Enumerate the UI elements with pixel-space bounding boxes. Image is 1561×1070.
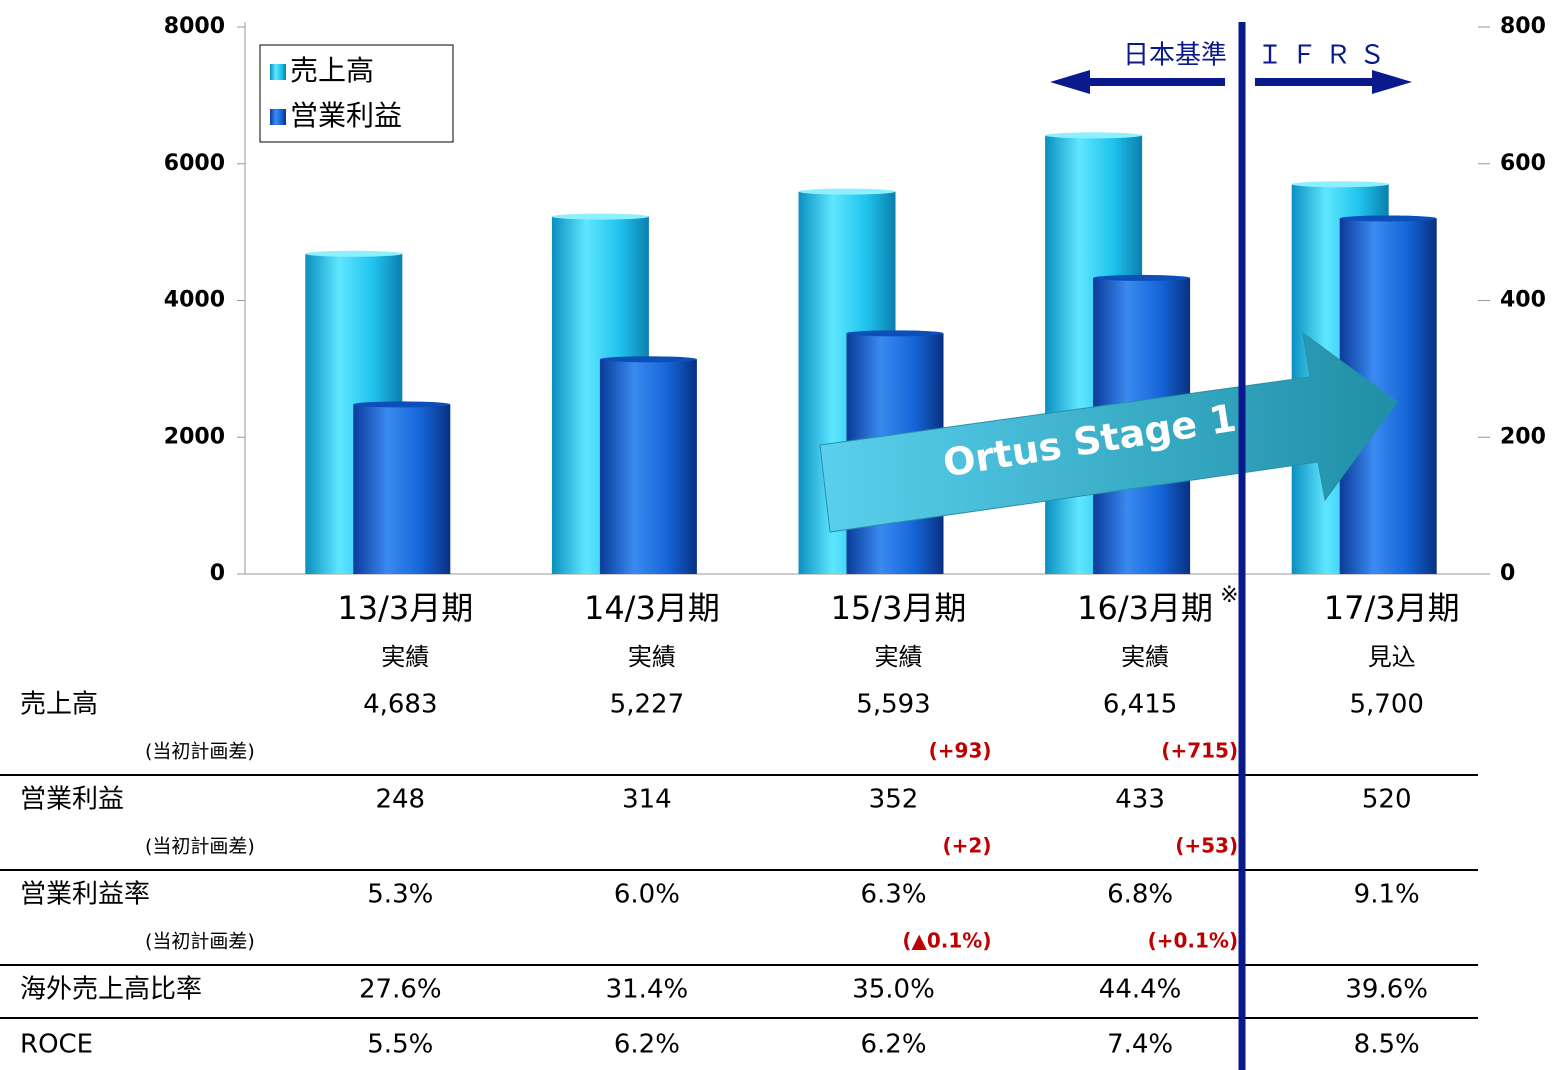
table-cell: 248 bbox=[375, 785, 425, 815]
table-cell: 6,415 bbox=[1103, 690, 1177, 720]
x-tick-label: 14/3月期 bbox=[584, 589, 720, 627]
table-diff: (+93) bbox=[929, 739, 992, 763]
table-cell: 7.4% bbox=[1107, 1030, 1173, 1060]
bar-top bbox=[1340, 215, 1437, 221]
table-cell: 5,227 bbox=[610, 690, 684, 720]
bar bbox=[600, 359, 697, 574]
table-diff: (+0.1%) bbox=[1148, 929, 1239, 953]
table-cell: 9.1% bbox=[1354, 880, 1420, 910]
bar-top bbox=[305, 251, 402, 257]
x-tick-sublabel: 実績 bbox=[381, 643, 429, 671]
y2-tick-label: 200 bbox=[1500, 424, 1546, 449]
y-tick-label: 0 bbox=[210, 561, 225, 586]
x-tick-sublabel: 実績 bbox=[875, 643, 923, 671]
annotation: 日本基準 bbox=[1123, 41, 1227, 71]
bar-top bbox=[600, 356, 697, 362]
legend-label: 売上高 bbox=[290, 54, 374, 87]
annotation: ＩＦＲＳ bbox=[1257, 41, 1393, 71]
chart: Ortus Stage 1 日本基準 ＩＦＲＳ 0200040006000800… bbox=[0, 0, 1561, 1070]
row-label: 売上高 bbox=[20, 690, 98, 720]
table-cell: 44.4% bbox=[1099, 975, 1182, 1005]
bar-top bbox=[847, 330, 944, 336]
table-cell: 35.0% bbox=[852, 975, 935, 1005]
table-cell: 6.8% bbox=[1107, 880, 1173, 910]
table-cell: 6.2% bbox=[614, 1030, 680, 1060]
table-cell: 8.5% bbox=[1354, 1030, 1420, 1060]
table-diff: (+2) bbox=[943, 834, 992, 858]
y-tick-label: 6000 bbox=[164, 151, 225, 176]
x-tick-sublabel: 見込 bbox=[1368, 643, 1416, 671]
y2-tick-label: 400 bbox=[1500, 288, 1546, 313]
row-label: 営業利益 bbox=[20, 785, 124, 815]
legend-swatch bbox=[270, 109, 286, 125]
table-cell: 5,593 bbox=[856, 690, 930, 720]
bar-top bbox=[1292, 181, 1389, 187]
arrow-right bbox=[1255, 70, 1412, 94]
table-cell: 352 bbox=[869, 785, 919, 815]
x-tick-label: 13/3月期 bbox=[337, 589, 473, 627]
y-tick-label: 4000 bbox=[164, 288, 225, 313]
y-tick-label: 2000 bbox=[164, 424, 225, 449]
y2-tick-label: 800 bbox=[1500, 14, 1546, 39]
row-sublabel: (当初計画差) bbox=[145, 741, 255, 763]
table-cell: 27.6% bbox=[359, 975, 442, 1005]
x-tick-sublabel: 実績 bbox=[1121, 643, 1169, 671]
table-cell: 6.3% bbox=[860, 880, 926, 910]
bar-top bbox=[799, 189, 896, 195]
table-cell: 4,683 bbox=[363, 690, 437, 720]
table-diff: (+53) bbox=[1175, 834, 1238, 858]
bar-top bbox=[1045, 132, 1142, 138]
arrow-left bbox=[1050, 70, 1225, 94]
legend-label: 営業利益 bbox=[290, 99, 402, 132]
row-label: 営業利益率 bbox=[20, 880, 150, 910]
y2-tick-label: 0 bbox=[1500, 561, 1515, 586]
x-tick-label: 15/3月期 bbox=[831, 589, 967, 627]
bar-top bbox=[552, 214, 649, 220]
table-cell: 6.0% bbox=[614, 880, 680, 910]
table-cell: 5.5% bbox=[367, 1030, 433, 1060]
bar-top bbox=[353, 401, 450, 407]
row-sublabel: (当初計画差) bbox=[145, 836, 255, 858]
row-label: ROCE bbox=[20, 1030, 93, 1060]
table-diff: (+715) bbox=[1161, 739, 1238, 763]
page: Ortus Stage 1 日本基準 ＩＦＲＳ 0200040006000800… bbox=[0, 0, 1561, 1070]
table-cell: 433 bbox=[1115, 785, 1165, 815]
x-tick-note: ※ bbox=[1220, 583, 1238, 608]
table-cell: 5.3% bbox=[367, 880, 433, 910]
bar bbox=[353, 404, 450, 574]
row-label: 海外売上高比率 bbox=[20, 975, 202, 1005]
x-tick-sublabel: 実績 bbox=[628, 643, 676, 671]
table-cell: 314 bbox=[622, 785, 672, 815]
bar-top bbox=[1093, 275, 1190, 281]
y2-tick-label: 600 bbox=[1500, 151, 1546, 176]
table-cell: 39.6% bbox=[1345, 975, 1428, 1005]
row-sublabel: (当初計画差) bbox=[145, 931, 255, 953]
x-tick-label: 16/3月期 bbox=[1077, 589, 1213, 627]
table-cell: 5,700 bbox=[1349, 690, 1423, 720]
table-cell: 31.4% bbox=[606, 975, 689, 1005]
x-tick-label: 17/3月期 bbox=[1324, 589, 1460, 627]
table-cell: 520 bbox=[1362, 785, 1412, 815]
y-tick-label: 8000 bbox=[164, 14, 225, 39]
table-diff: (▲0.1%) bbox=[902, 929, 991, 953]
legend-swatch bbox=[270, 64, 286, 80]
table-cell: 6.2% bbox=[860, 1030, 926, 1060]
